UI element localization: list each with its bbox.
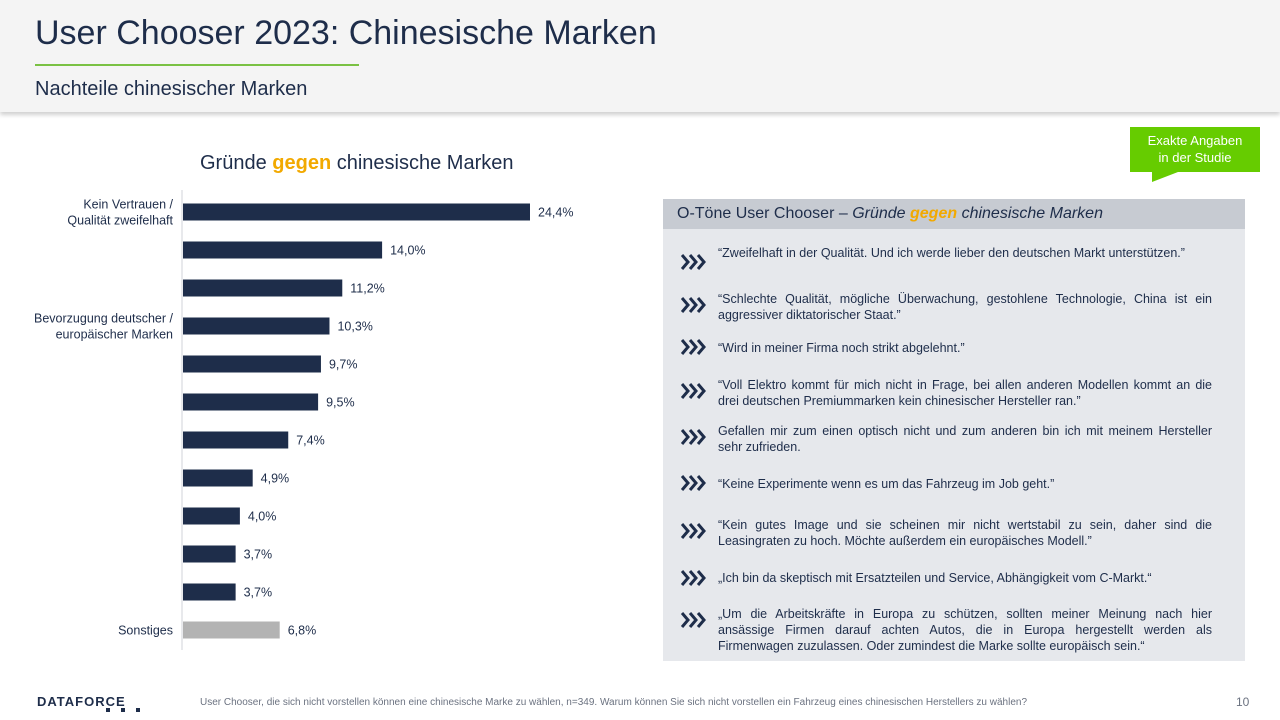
category-label: europäischer Marken bbox=[56, 328, 173, 342]
chart-title: Gründe gegen chinesische Marken bbox=[200, 152, 513, 175]
bar-chart: 24,4% Kein Vertrauen / Qualität zweifelhaf… bbox=[34, 190, 573, 650]
bar-value-label: 14,0% bbox=[390, 244, 425, 258]
quotes-heading-prefix: O-Töne User Chooser – bbox=[677, 205, 853, 222]
title-underline bbox=[35, 64, 359, 66]
bar bbox=[183, 507, 240, 525]
category-label: Qualität zweifelhaft bbox=[67, 214, 173, 228]
bar bbox=[183, 431, 289, 449]
bar-value-label: 24,4% bbox=[538, 206, 573, 220]
bar bbox=[183, 279, 343, 297]
triple-chevron-icon bbox=[681, 612, 706, 628]
quote-text: “Zweifelhaft in der Qualität. Und ich we… bbox=[718, 246, 1185, 260]
quotes-heading: O-Töne User Chooser – Gründe gegen chine… bbox=[663, 199, 1245, 229]
slide-header: User Chooser 2023: Chinesische Marken Na… bbox=[0, 0, 1280, 112]
triple-chevron-icon bbox=[681, 339, 706, 355]
bar bbox=[183, 393, 319, 411]
triple-chevron-icon bbox=[681, 523, 706, 539]
bar-value-label: 10,3% bbox=[337, 320, 372, 334]
quote-text: “Kein gutes Image und sie scheinen mir n… bbox=[718, 518, 1212, 548]
quote-text: „Um die Arbeitskräfte in Europa zu schüt… bbox=[718, 607, 1212, 653]
triple-chevron-icon bbox=[681, 383, 706, 399]
logo-dots-icon bbox=[106, 708, 140, 712]
callout-line-2: in der Studie bbox=[1158, 150, 1232, 165]
callout-badge: Exakte Angaben in der Studie bbox=[1130, 127, 1260, 172]
category-label: Kein Vertrauen / bbox=[83, 198, 173, 212]
quote-text: “Voll Elektro kommt für mich nicht in Fr… bbox=[718, 378, 1212, 408]
bar-value-label: 11,2% bbox=[350, 282, 385, 296]
triple-chevron-icon bbox=[681, 570, 706, 586]
bar-value-label: 9,7% bbox=[329, 358, 358, 372]
callout-tail bbox=[1152, 172, 1178, 182]
quotes-heading-italic-2: chinesische Marken bbox=[957, 205, 1103, 222]
triple-chevron-icon bbox=[681, 475, 706, 491]
quotes-panel: O-Töne User Chooser – Gründe gegen chine… bbox=[663, 199, 1245, 661]
quotes-heading-italic-1: Gründe bbox=[852, 205, 910, 222]
chart-title-highlight: gegen bbox=[272, 152, 332, 174]
bar bbox=[183, 241, 383, 259]
triple-chevron-icon bbox=[681, 429, 706, 445]
chart-title-part2: chinesische Marken bbox=[331, 152, 514, 174]
page-title: User Chooser 2023: Chinesische Marken bbox=[35, 14, 657, 52]
page-subtitle: Nachteile chinesischer Marken bbox=[35, 78, 308, 100]
category-label: Sonstiges bbox=[118, 624, 173, 638]
bar-value-label: 6,8% bbox=[288, 624, 317, 638]
dataforce-logo: DATAFORCE bbox=[37, 694, 126, 709]
bar bbox=[183, 545, 236, 563]
category-label: Bevorzugung deutscher / bbox=[34, 312, 174, 326]
bar bbox=[183, 317, 330, 335]
triple-chevron-icon bbox=[681, 297, 706, 313]
bar-value-label: 4,0% bbox=[248, 510, 277, 524]
bar-value-label: 7,4% bbox=[296, 434, 325, 448]
bar bbox=[183, 621, 280, 639]
quote-text: “Keine Experimente wenn es um das Fahrze… bbox=[718, 477, 1055, 491]
callout-line-1: Exakte Angaben bbox=[1147, 133, 1243, 148]
page-number: 10 bbox=[1236, 695, 1250, 709]
bar-value-label: 3,7% bbox=[244, 548, 272, 562]
bar bbox=[183, 203, 530, 221]
quotes-heading-highlight: gegen bbox=[910, 205, 958, 222]
quote-text: “Schlechte Qualität, mögliche Überwachun… bbox=[718, 292, 1212, 322]
chart-title-part1: Gründe bbox=[200, 152, 273, 174]
bar-value-label: 9,5% bbox=[326, 396, 355, 410]
quote-text: „Ich bin da skeptisch mit Ersatzteilen u… bbox=[718, 571, 1152, 585]
quote-text: Gefallen mir zum einen optisch nicht und… bbox=[718, 424, 1212, 454]
footnote: User Chooser, die sich nicht vorstellen … bbox=[200, 697, 1028, 708]
bar-value-label: 3,7% bbox=[244, 586, 272, 600]
bar bbox=[183, 583, 236, 601]
quote-text: “Wird in meiner Firma noch strikt abgele… bbox=[718, 341, 965, 355]
triple-chevron-icon bbox=[681, 254, 706, 270]
bar-value-label: 4,9% bbox=[261, 472, 290, 486]
bar bbox=[183, 355, 321, 373]
bar bbox=[183, 469, 253, 487]
